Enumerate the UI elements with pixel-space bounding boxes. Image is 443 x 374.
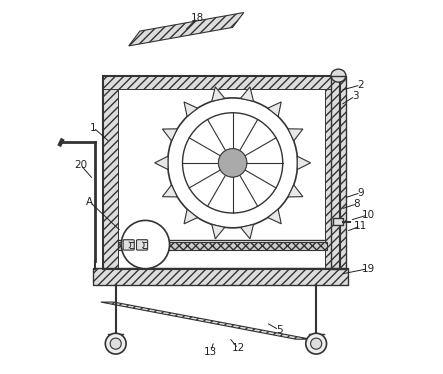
Text: 18: 18 <box>191 13 204 23</box>
Text: 20: 20 <box>74 160 87 170</box>
Polygon shape <box>288 129 303 141</box>
Polygon shape <box>268 102 281 117</box>
Circle shape <box>121 220 170 269</box>
Text: 1: 1 <box>90 123 97 133</box>
Text: 10: 10 <box>361 210 375 220</box>
Polygon shape <box>129 12 244 46</box>
Polygon shape <box>184 209 198 224</box>
Polygon shape <box>268 209 281 224</box>
Bar <box>93 267 348 285</box>
Bar <box>333 218 343 225</box>
Bar <box>331 76 346 269</box>
Text: 9: 9 <box>358 188 364 197</box>
Bar <box>117 242 327 250</box>
Text: 13: 13 <box>204 347 217 357</box>
Text: 12: 12 <box>232 343 245 353</box>
Bar <box>103 76 117 269</box>
Polygon shape <box>212 224 225 239</box>
Circle shape <box>306 333 326 354</box>
Bar <box>331 76 346 269</box>
Polygon shape <box>297 156 311 169</box>
FancyBboxPatch shape <box>136 240 148 250</box>
Polygon shape <box>288 185 303 197</box>
Polygon shape <box>101 302 311 339</box>
Text: A: A <box>86 197 93 207</box>
Polygon shape <box>241 87 253 101</box>
Text: 11: 11 <box>354 221 367 231</box>
Circle shape <box>218 149 247 177</box>
Bar <box>93 267 348 285</box>
Polygon shape <box>212 87 225 101</box>
Polygon shape <box>155 156 168 169</box>
Text: 2: 2 <box>358 80 364 90</box>
Text: 5: 5 <box>276 325 282 335</box>
Text: 3: 3 <box>352 91 358 101</box>
Ellipse shape <box>331 69 346 82</box>
Bar <box>103 76 340 89</box>
Text: 8: 8 <box>354 199 360 209</box>
FancyBboxPatch shape <box>123 240 134 250</box>
Bar <box>103 76 340 269</box>
Polygon shape <box>163 129 177 141</box>
Polygon shape <box>184 102 198 117</box>
Polygon shape <box>163 185 177 197</box>
Circle shape <box>110 338 121 349</box>
Text: 19: 19 <box>361 264 375 274</box>
Circle shape <box>105 333 126 354</box>
Bar <box>326 76 340 269</box>
Circle shape <box>218 149 247 177</box>
Polygon shape <box>241 224 253 239</box>
Circle shape <box>311 338 322 349</box>
